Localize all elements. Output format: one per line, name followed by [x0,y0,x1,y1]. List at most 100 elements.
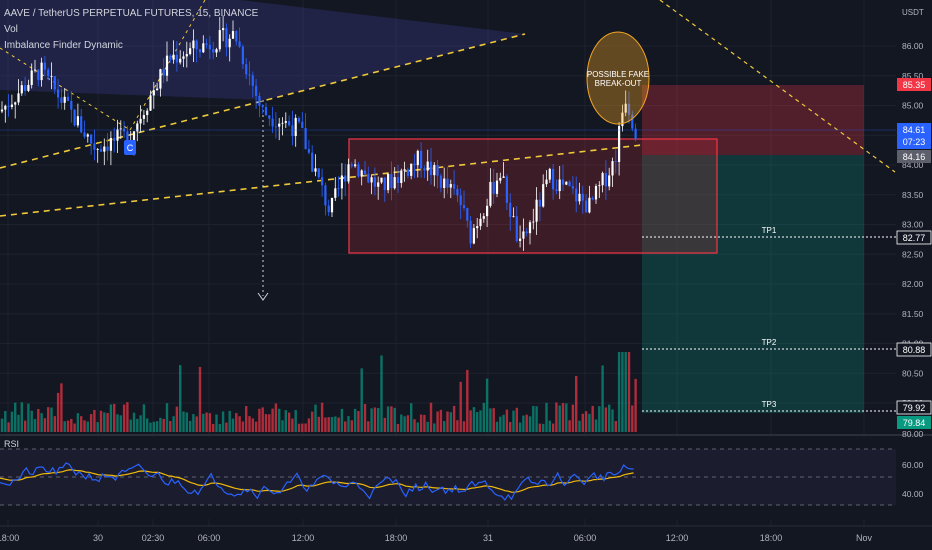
candle-body [301,121,304,129]
candle-body [552,168,555,190]
candle-body [403,169,406,171]
volume-bar [515,407,518,432]
volume-bar [578,420,581,432]
triangle-edge-left [0,47,131,131]
candle-body [373,177,376,187]
candle-body [99,149,103,152]
resistance-dashed-line[interactable] [659,0,896,173]
candle-body [281,122,284,124]
volume-bar [634,378,637,432]
volume-bar [538,423,542,432]
volume-bar [297,423,301,432]
candle-body [568,181,571,187]
candle-body [90,134,93,144]
candle-body [456,188,459,196]
candle-body [278,123,281,127]
volume-bar [334,416,337,432]
time-axis[interactable] [0,526,932,550]
volume-bar [429,402,433,432]
volume-bar [512,410,515,432]
volume-bar [340,408,344,432]
volume-bar [30,410,33,432]
candle-body [142,115,145,119]
volume-bar [294,410,297,432]
volume-bar [565,403,568,432]
candle-body [192,40,195,49]
candle-body [33,69,37,71]
candle-body [492,181,495,194]
take-profit-zone[interactable] [642,155,864,413]
volume-bar [591,405,594,432]
candle-body [136,123,139,132]
symbol-title[interactable]: AAVE / TetherUS PERPETUAL FUTURES, 15, B… [4,8,259,19]
volume-bar [469,410,472,432]
volume-bar [518,422,522,432]
volume-bar [83,420,86,432]
candle-body [426,161,429,171]
candle-body [119,128,122,130]
volume-bar [129,419,132,432]
volume-bar [347,416,350,432]
candle-body [314,168,317,172]
candle-body [30,70,33,85]
candle-body [66,96,70,101]
candle-body [261,105,264,108]
volume-bar [370,408,373,432]
volume-bar [228,410,231,432]
volume-bar [142,404,146,432]
range-box[interactable] [348,138,718,254]
tp2-price-label: 80.88 [903,345,926,355]
indicator-vol[interactable]: Vol [4,24,18,35]
candle-body [624,103,627,113]
fake-breakout-ellipse[interactable] [586,31,650,125]
candle-body [43,62,46,70]
volume-bar [535,406,538,432]
wave-label-c-box[interactable] [124,140,136,155]
candle-body [545,179,548,185]
volume-bar [400,414,403,432]
indicator-imbalance[interactable]: Imbalance Finder Dynamic [4,40,123,51]
volume-bar [175,406,179,432]
volume-bar [528,416,532,432]
volume-bar [43,418,47,432]
chart-legend: AAVE / TetherUS PERPETUAL FUTURES, 15, B… [4,6,258,54]
candle-body [466,208,469,221]
stop-loss-zone[interactable] [642,85,864,155]
candle-body [453,184,456,189]
volume-bar [522,415,525,432]
candle-body [268,115,271,119]
price-tick: 83.00 [902,220,924,230]
volume-bar [23,420,27,432]
candle-body [327,205,330,213]
time-tick: 12:00 [666,533,689,543]
candle-body [103,146,106,152]
upper-trendline[interactable] [0,33,526,169]
candle-body [558,179,561,192]
volume-bar [459,381,462,432]
volume-bar [492,408,495,432]
candle-body [604,173,607,187]
candle-body [215,49,218,53]
price-tick: 82.00 [902,279,924,289]
volume-bar [47,407,50,432]
main-pane[interactable] [0,0,896,432]
volume-bar [235,413,238,432]
candle-body [238,41,241,47]
volume-bar [198,366,202,432]
volume-bar [499,416,502,432]
volume-bar [337,417,340,432]
candle-body [208,44,211,50]
volume-bar [558,405,561,432]
candle-body [548,168,551,180]
tp2-label: TP2 [762,338,777,347]
candle-body [113,138,116,141]
candle-body [575,188,578,202]
candle-body [228,38,231,48]
candle-body [80,116,83,133]
volume-bar [357,411,360,432]
volume-bar [588,413,591,432]
price-axis[interactable] [896,0,932,432]
candle-body [264,107,268,116]
volume-bar [4,411,7,432]
